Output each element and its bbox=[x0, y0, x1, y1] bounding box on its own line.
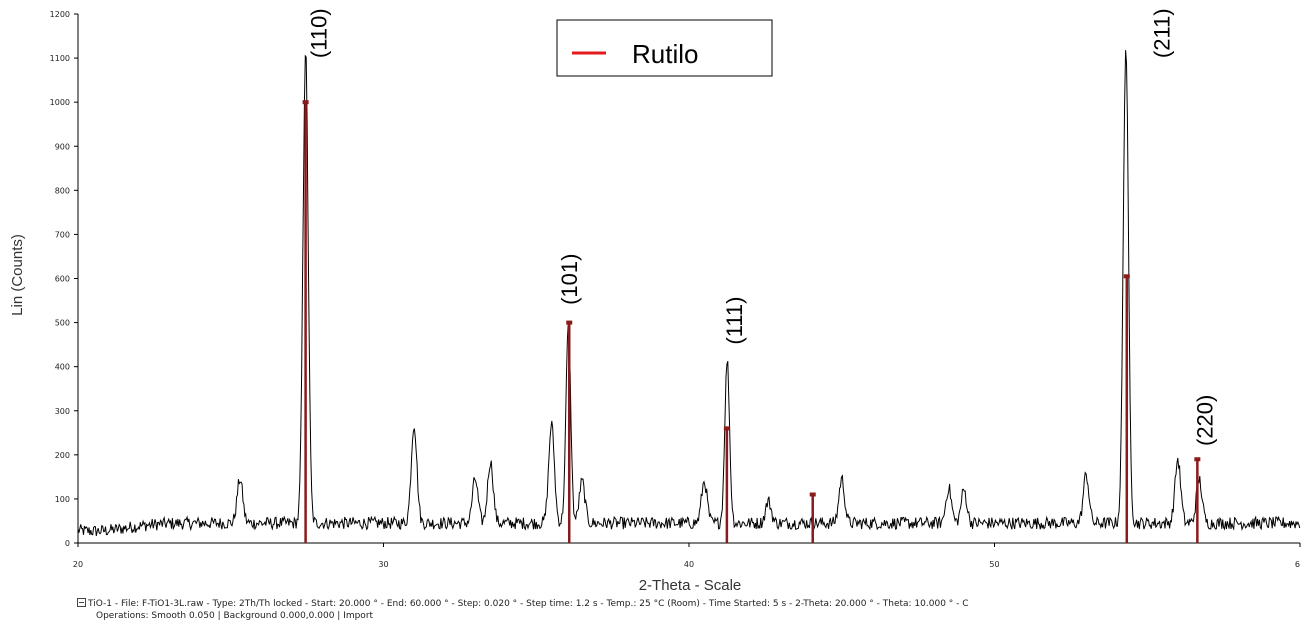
legend-box bbox=[556, 19, 773, 77]
reference-stick-cap bbox=[723, 426, 730, 431]
x-tick-label: 20 bbox=[73, 560, 83, 569]
scan-info-text: TiO-1 - File: F-TiO1-3L.raw - Type: 2Th/… bbox=[88, 599, 969, 609]
y-tick-label: 1200 bbox=[50, 10, 70, 19]
peak-label: (101) bbox=[557, 254, 582, 305]
peak-label: (220) bbox=[1192, 395, 1217, 446]
x-tick-label: 50 bbox=[989, 560, 999, 569]
x-tick-label: 6 bbox=[1295, 560, 1300, 569]
scan-file-icon bbox=[77, 598, 86, 607]
y-tick-label: 600 bbox=[55, 275, 70, 284]
peak-label: (110) bbox=[306, 8, 331, 58]
y-tick-label: 1000 bbox=[50, 98, 70, 107]
y-tick-label: 1100 bbox=[50, 54, 70, 63]
y-tick-label: 400 bbox=[55, 363, 70, 372]
y-tick-label: 800 bbox=[55, 186, 70, 195]
diffraction-pattern-line bbox=[77, 50, 1301, 536]
operations-line: Operations: Smooth 0.050 | Background 0.… bbox=[96, 611, 374, 621]
chart-series bbox=[77, 50, 1301, 536]
reference-stick-cap bbox=[1123, 274, 1130, 279]
reference-stick-cap bbox=[1194, 457, 1201, 462]
y-axis-title: Lin (Counts) bbox=[9, 234, 26, 316]
x-tick-label: 30 bbox=[378, 560, 388, 569]
reference-stick-cap bbox=[302, 100, 309, 105]
y-tick-label: 100 bbox=[55, 495, 70, 504]
legend-label: Rutilo bbox=[632, 39, 698, 69]
x-axis-title: 2-Theta - Scale bbox=[639, 577, 742, 594]
peak-label: (111) bbox=[722, 297, 747, 345]
peak-annotations: (110) (101) (111) (211) (220) bbox=[306, 8, 1217, 446]
y-tick-label: 900 bbox=[55, 142, 70, 151]
reference-stick-cap bbox=[809, 492, 816, 497]
x-tick-label: 40 bbox=[684, 560, 694, 569]
y-tick-label: 700 bbox=[55, 230, 70, 239]
chart-axes: 0 100 200 300 400 500 600 700 800 900 1000 1100 1200… bbox=[50, 10, 1301, 569]
chart-legend: Rutilo bbox=[556, 19, 773, 77]
y-tick-label: 300 bbox=[55, 407, 70, 416]
y-tick-label: 200 bbox=[55, 451, 70, 460]
reference-sticks bbox=[302, 100, 1201, 543]
y-tick-label: 500 bbox=[55, 319, 70, 328]
reference-stick-cap bbox=[566, 320, 573, 325]
y-tick-label: 0 bbox=[65, 539, 70, 548]
peak-label: (211) bbox=[1150, 8, 1175, 58]
scan-info-line: TiO-1 - File: F-TiO1-3L.raw - Type: 2Th/… bbox=[77, 598, 969, 609]
